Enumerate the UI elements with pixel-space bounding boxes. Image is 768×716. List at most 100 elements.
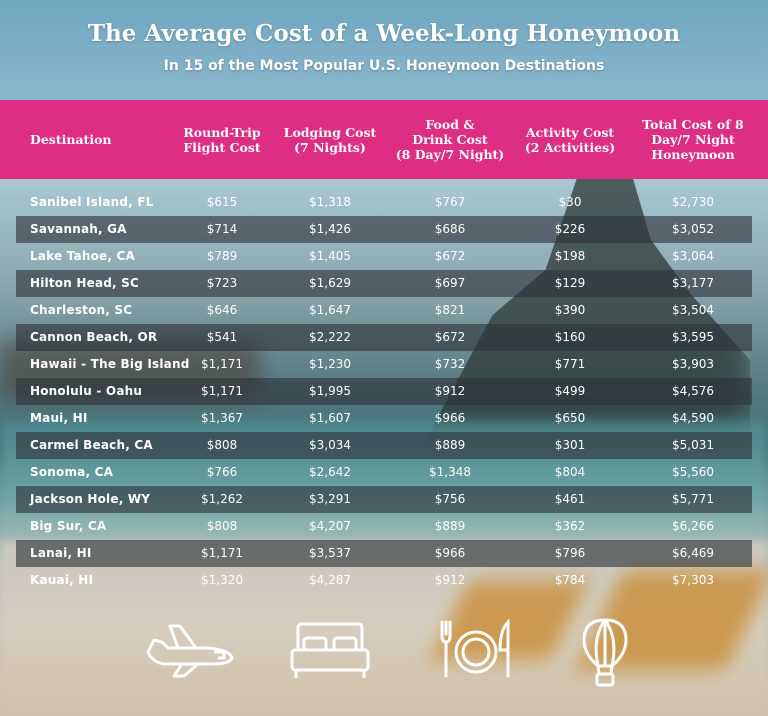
cell-total-cost: $3,064 (672, 249, 714, 263)
cell-activity-cost: $804 (554, 465, 586, 479)
cell-destination: Sanibel Island, FL (30, 195, 154, 209)
cell-activity-cost: $226 (554, 222, 586, 236)
cell-food-drink-cost: $732 (434, 357, 466, 371)
cell-food-drink-cost: $912 (434, 573, 466, 587)
cell-food-drink-cost: $966 (434, 546, 466, 560)
hot-air-balloon-icon (582, 618, 628, 687)
column-header-total-cost: Total Cost of 8 Day/7 Night Honeymoon (642, 117, 744, 162)
cell-flight-cost: $789 (206, 249, 238, 263)
cell-total-cost: $4,576 (672, 384, 714, 398)
cell-flight-cost: $766 (206, 465, 238, 479)
cell-food-drink-cost: $756 (434, 492, 466, 506)
table-row: Carmel Beach, CA $808 $3,034 $889 $301 $5,031 (0, 432, 768, 459)
cell-lodging-cost: $1,629 (309, 276, 351, 290)
cell-lodging-cost: $1,607 (309, 411, 351, 425)
cell-lodging-cost: $3,291 (309, 492, 351, 506)
table-row: Sonoma, CA $766 $2,642 $1,348 $804 $5,560 (0, 459, 768, 486)
cell-food-drink-cost: $767 (434, 195, 466, 209)
table-row: Lake Tahoe, CA $789 $1,405 $672 $198 $3,064 (0, 243, 768, 270)
column-header-destination: Destination (30, 132, 112, 147)
icon-row (0, 618, 768, 688)
cell-total-cost: $3,177 (672, 276, 714, 290)
cell-destination: Hilton Head, SC (30, 276, 140, 290)
cell-food-drink-cost: $672 (434, 330, 466, 344)
cell-activity-cost: $30 (558, 195, 582, 209)
cell-flight-cost: $808 (206, 438, 238, 452)
table-row: Lanai, HI $1,171 $3,537 $966 $796 $6,469 (0, 540, 768, 567)
chart-subtitle: In 15 of the Most Popular U.S. Honeymoon… (163, 58, 605, 74)
cell-destination: Savannah, GA (30, 222, 127, 236)
table-row: Hawaii - The Big Island $1,171 $1,230 $732 $… (0, 351, 768, 378)
cell-flight-cost: $646 (206, 303, 238, 317)
cell-destination: Big Sur, CA (30, 519, 107, 533)
cell-lodging-cost: $1,405 (309, 249, 351, 263)
cell-destination: Carmel Beach, CA (30, 438, 153, 452)
cell-flight-cost: $1,171 (201, 546, 243, 560)
cell-flight-cost: $714 (206, 222, 238, 236)
cell-destination: Kauai, HI (30, 573, 94, 587)
cell-flight-cost: $723 (206, 276, 238, 290)
cell-food-drink-cost: $672 (434, 249, 466, 263)
cell-lodging-cost: $2,222 (309, 330, 351, 344)
cell-destination: Maui, HI (30, 411, 88, 425)
column-header-lodging-cost: Lodging Cost (7 Nights) (283, 124, 377, 155)
cell-destination: Jackson Hole, WY (30, 492, 151, 506)
cell-lodging-cost: $1,230 (309, 357, 351, 371)
table-row: Kauai, HI $1,320 $4,287 $912 $784 $7,303 (0, 567, 768, 594)
table-row: Jackson Hole, WY $1,262 $3,291 $756 $461 $5,7… (0, 486, 768, 513)
cell-lodging-cost: $3,537 (309, 546, 351, 560)
cell-flight-cost: $1,320 (201, 573, 243, 587)
cell-food-drink-cost: $889 (434, 438, 466, 452)
cell-flight-cost: $615 (206, 195, 238, 209)
column-header-food-drink-cost: Food & Drink Cost (8 Day/7 Night) (395, 117, 505, 162)
dining-plate-icon (440, 618, 510, 678)
cell-activity-cost: $784 (554, 573, 586, 587)
cell-destination: Hawaii - The Big Island (30, 357, 190, 371)
column-header-flight-cost: Round-Trip Flight Cost (183, 124, 261, 155)
table-row: Sanibel Island, FL $615 $1,318 $767 $30 $2,73… (0, 189, 768, 216)
cell-destination: Lake Tahoe, CA (30, 249, 136, 263)
cell-activity-cost: $160 (554, 330, 586, 344)
cell-activity-cost: $362 (554, 519, 586, 533)
cell-flight-cost: $1,262 (201, 492, 243, 506)
cell-destination: Cannon Beach, OR (30, 330, 158, 344)
cell-food-drink-cost: $821 (434, 303, 466, 317)
cell-flight-cost: $1,367 (201, 411, 243, 425)
cell-total-cost: $4,590 (672, 411, 714, 425)
cell-activity-cost: $129 (554, 276, 586, 290)
table-header: Destination Round-Trip Flight Cost Lodging… (0, 100, 768, 179)
cell-destination: Sonoma, CA (30, 465, 114, 479)
cell-lodging-cost: $1,318 (309, 195, 351, 209)
table-row: Big Sur, CA $808 $4,207 $889 $362 $6,266 (0, 513, 768, 540)
cell-activity-cost: $390 (554, 303, 586, 317)
cell-total-cost: $2,730 (672, 195, 714, 209)
cell-food-drink-cost: $889 (434, 519, 466, 533)
cell-lodging-cost: $3,034 (309, 438, 351, 452)
cell-flight-cost: $808 (206, 519, 238, 533)
bed-icon (290, 622, 370, 678)
cell-lodging-cost: $1,647 (309, 303, 351, 317)
cell-flight-cost: $1,171 (201, 357, 243, 371)
table-row: Savannah, GA $714 $1,426 $686 $226 $3,052 (0, 216, 768, 243)
table-row: Maui, HI $1,367 $1,607 $966 $650 $4,590 (0, 405, 768, 432)
cell-total-cost: $5,560 (672, 465, 714, 479)
cell-flight-cost: $541 (206, 330, 238, 344)
cell-lodging-cost: $4,207 (309, 519, 351, 533)
column-header-activity-cost: Activity Cost (2 Activities) (524, 124, 616, 155)
cell-destination: Charleston, SC (30, 303, 133, 317)
cell-activity-cost: $499 (554, 384, 586, 398)
cell-activity-cost: $301 (554, 438, 586, 452)
cell-activity-cost: $198 (554, 249, 586, 263)
cell-activity-cost: $461 (554, 492, 586, 506)
cell-total-cost: $7,303 (672, 573, 714, 587)
cell-food-drink-cost: $697 (434, 276, 466, 290)
cell-total-cost: $3,052 (672, 222, 714, 236)
cell-destination: Honolulu - Oahu (30, 384, 143, 398)
table-row: Honolulu - Oahu $1,171 $1,995 $912 $499 $4,57… (0, 378, 768, 405)
airplane-icon (146, 624, 234, 678)
cell-total-cost: $3,903 (672, 357, 714, 371)
table-body: Sanibel Island, FL $615 $1,318 $767 $30 $2,73… (0, 189, 768, 594)
cell-total-cost: $6,469 (672, 546, 714, 560)
cell-activity-cost: $796 (554, 546, 586, 560)
cell-total-cost: $5,031 (672, 438, 714, 452)
